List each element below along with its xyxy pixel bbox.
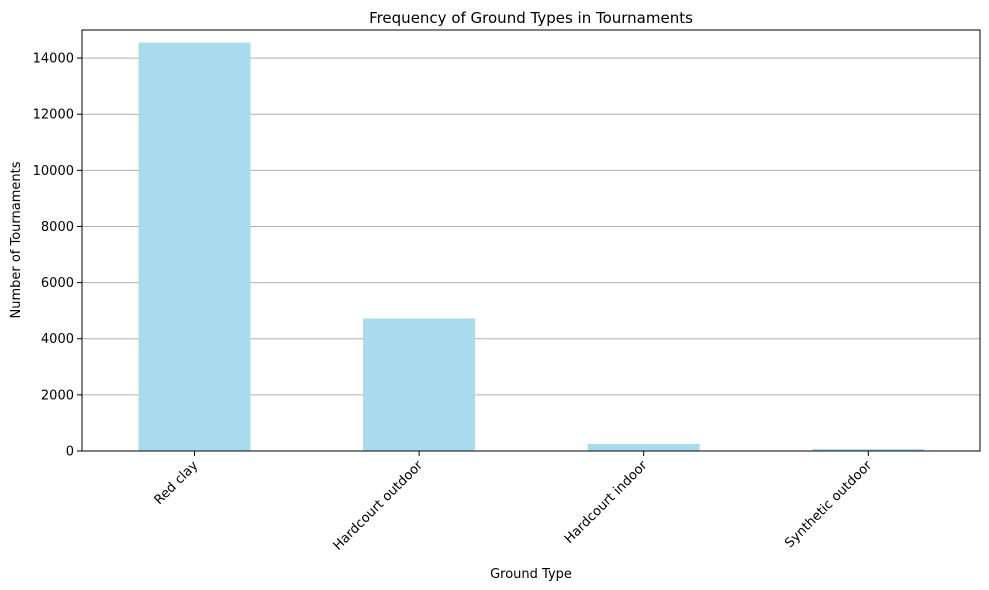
y-axis-title: Number of Tournaments xyxy=(9,161,24,318)
bar-hardcourt-outdoor xyxy=(363,318,476,451)
chart-title: Frequency of Ground Types in Tournaments xyxy=(369,9,693,27)
x-tick-label: Hardcourt outdoor xyxy=(331,458,427,554)
x-axis-title: Ground Type xyxy=(490,567,572,582)
y-tick-label: 12000 xyxy=(33,108,74,123)
y-tick-label: 4000 xyxy=(41,332,74,347)
x-tick-label: Synthetic outdoor xyxy=(782,458,875,551)
y-tick-label: 10000 xyxy=(33,164,74,179)
bar-synthetic-outdoor xyxy=(812,449,925,451)
x-tick-label: Red clay xyxy=(152,458,202,508)
bar-red-clay xyxy=(138,42,251,451)
plot-frame xyxy=(81,29,981,452)
y-tick-label: 2000 xyxy=(41,388,74,403)
y-tick-label: 8000 xyxy=(41,220,74,235)
bar-layer xyxy=(138,42,925,451)
x-axis-ticks: Red clay Hardcourt outdoor Hardcourt indoo… xyxy=(152,451,876,554)
y-axis-ticks: 0 2000 4000 6000 8000 10000 12000 14000 xyxy=(33,52,82,460)
x-tick-label: Hardcourt indoor xyxy=(562,458,651,547)
y-tick-label: 6000 xyxy=(41,276,74,291)
bar-hardcourt-indoor xyxy=(587,443,700,451)
y-tick-label: 0 xyxy=(66,445,74,460)
y-tick-label: 14000 xyxy=(33,52,74,67)
